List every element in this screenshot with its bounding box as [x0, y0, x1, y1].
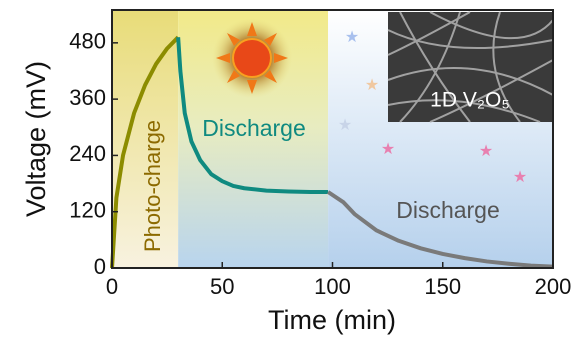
annotation: Photo-charge	[140, 120, 165, 252]
svg-text:★: ★	[345, 29, 359, 46]
annotation: 1D V₂O₅	[430, 89, 510, 112]
chart: ★ ★ ★ ★ ★ ★ Photo-charge Discharge Dischar…	[0, 0, 587, 342]
svg-text:★: ★	[479, 143, 493, 160]
x-tick-label: 100	[314, 274, 351, 299]
svg-text:★: ★	[365, 77, 379, 94]
x-tick-label: 0	[106, 274, 118, 299]
y-tick-label: 240	[69, 141, 106, 166]
svg-text:★: ★	[338, 117, 352, 134]
y-tick-label: 480	[69, 29, 106, 54]
y-axis-title: Voltage (mV)	[21, 61, 51, 217]
x-axis-title: Time (min)	[268, 305, 396, 335]
x-tick-label: 150	[424, 274, 461, 299]
y-tick-label: 120	[69, 198, 106, 223]
x-tick-label: 50	[210, 274, 234, 299]
x-tick-label: 200	[535, 274, 572, 299]
annotation: Discharge	[202, 115, 306, 141]
annotation: Discharge	[396, 197, 500, 223]
svg-text:★: ★	[381, 141, 395, 158]
y-tick-label: 360	[69, 85, 106, 110]
svg-text:★: ★	[513, 169, 527, 186]
y-tick-label: 0	[94, 254, 106, 279]
